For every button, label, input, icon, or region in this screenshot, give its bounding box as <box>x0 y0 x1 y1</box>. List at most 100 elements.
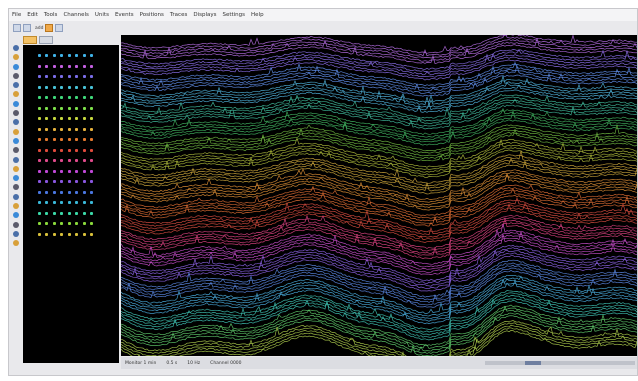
unit-indicator[interactable] <box>75 190 78 194</box>
unit-indicator[interactable] <box>52 96 56 99</box>
unit-indicator[interactable] <box>37 54 41 57</box>
menu-settings[interactable]: Settings <box>222 12 246 18</box>
unit-indicator[interactable] <box>67 75 71 78</box>
unit-indicator[interactable] <box>45 106 48 110</box>
unit-indicator[interactable] <box>52 138 56 141</box>
pointer-icon[interactable] <box>12 45 19 51</box>
channel-row[interactable] <box>23 51 119 60</box>
unit-indicator[interactable] <box>75 159 78 162</box>
menu-file[interactable]: File <box>12 12 22 18</box>
unit-indicator[interactable] <box>67 159 71 162</box>
unit-indicator[interactable] <box>52 201 56 204</box>
unit-indicator[interactable] <box>82 138 86 141</box>
channel-row[interactable] <box>23 114 119 123</box>
record-icon[interactable] <box>45 24 54 32</box>
unit-indicator[interactable] <box>52 190 56 194</box>
unit-indicator[interactable] <box>60 138 63 141</box>
unit-indicator[interactable] <box>90 138 93 141</box>
unit-indicator[interactable] <box>67 148 71 152</box>
unit-indicator[interactable] <box>75 222 78 225</box>
unit-indicator[interactable] <box>67 54 71 57</box>
circle-icon[interactable] <box>12 230 19 237</box>
unit-indicator[interactable] <box>60 159 63 162</box>
unit-indicator[interactable] <box>90 75 93 78</box>
unit-indicator[interactable] <box>37 64 41 68</box>
channel-row[interactable] <box>23 177 119 186</box>
channel-row[interactable] <box>23 104 119 113</box>
unit-indicator[interactable] <box>45 138 48 141</box>
unit-indicator[interactable] <box>52 127 56 131</box>
channel-row[interactable] <box>23 93 119 102</box>
unit-indicator[interactable] <box>60 190 63 194</box>
unit-indicator[interactable] <box>75 117 78 120</box>
unit-indicator[interactable] <box>45 169 48 173</box>
unit-indicator[interactable] <box>37 222 41 225</box>
circle-icon[interactable] <box>12 100 19 107</box>
channel-row[interactable] <box>23 198 119 207</box>
unit-indicator[interactable] <box>45 64 48 68</box>
search-icon[interactable] <box>12 203 19 210</box>
unit-indicator[interactable] <box>37 75 41 78</box>
unit-indicator[interactable] <box>37 148 41 152</box>
unit-indicator[interactable] <box>67 232 71 236</box>
unit-indicator[interactable] <box>52 75 56 78</box>
menu-events[interactable]: Events <box>114 12 134 18</box>
unit-indicator[interactable] <box>82 201 86 204</box>
channel-row[interactable] <box>23 125 119 134</box>
unit-indicator[interactable] <box>52 106 56 110</box>
unit-indicator[interactable] <box>60 222 63 225</box>
unit-indicator[interactable] <box>82 159 86 162</box>
waveform-display[interactable] <box>120 30 637 373</box>
unit-indicator[interactable] <box>82 75 86 78</box>
channel-row[interactable] <box>23 146 119 155</box>
unit-indicator[interactable] <box>82 54 86 57</box>
unit-indicator[interactable] <box>52 159 56 162</box>
unit-indicator[interactable] <box>75 85 78 89</box>
unit-indicator[interactable] <box>60 75 63 78</box>
save-icon[interactable] <box>23 24 31 32</box>
unit-indicator[interactable] <box>90 169 93 173</box>
menu-displays[interactable]: Displays <box>193 12 217 18</box>
unit-indicator[interactable] <box>52 211 56 215</box>
unit-indicator[interactable] <box>52 180 56 183</box>
channel-row[interactable] <box>23 188 119 197</box>
unit-indicator[interactable] <box>45 159 48 162</box>
unit-indicator[interactable] <box>75 169 78 173</box>
unit-indicator[interactable] <box>60 117 63 120</box>
unit-indicator[interactable] <box>37 85 41 89</box>
unit-indicator[interactable] <box>60 85 63 89</box>
unit-indicator[interactable] <box>75 211 78 215</box>
menu-positions[interactable]: Positions <box>139 12 164 18</box>
unit-indicator[interactable] <box>60 64 63 68</box>
unit-indicator[interactable] <box>90 159 93 162</box>
search-icon[interactable] <box>12 156 19 163</box>
unit-indicator[interactable] <box>90 85 93 89</box>
unit-indicator[interactable] <box>37 127 41 131</box>
status-rate[interactable]: 10 Hz <box>187 360 201 366</box>
channel-row[interactable] <box>23 83 119 92</box>
channel-row[interactable] <box>23 209 119 218</box>
unit-indicator[interactable] <box>67 106 71 110</box>
unit-indicator[interactable] <box>67 169 71 173</box>
unit-indicator[interactable] <box>75 127 78 131</box>
unit-indicator[interactable] <box>67 117 71 120</box>
unit-indicator[interactable] <box>90 180 93 183</box>
unit-indicator[interactable] <box>67 138 71 141</box>
unit-indicator[interactable] <box>45 54 48 57</box>
unit-indicator[interactable] <box>67 190 71 194</box>
search-icon[interactable] <box>12 193 19 200</box>
unit-indicator[interactable] <box>82 117 86 120</box>
pencil-icon[interactable] <box>12 54 19 61</box>
unit-indicator[interactable] <box>75 180 78 183</box>
hand-icon[interactable] <box>12 63 19 70</box>
circle-icon[interactable] <box>12 221 19 228</box>
unit-indicator[interactable] <box>52 222 56 225</box>
unit-indicator[interactable] <box>45 117 48 120</box>
unit-indicator[interactable] <box>37 159 41 162</box>
channel-row[interactable] <box>23 156 119 165</box>
unit-indicator[interactable] <box>60 232 63 236</box>
unit-indicator[interactable] <box>82 106 86 110</box>
unit-indicator[interactable] <box>45 85 48 89</box>
unit-indicator[interactable] <box>75 232 78 236</box>
unit-indicator[interactable] <box>67 96 71 99</box>
